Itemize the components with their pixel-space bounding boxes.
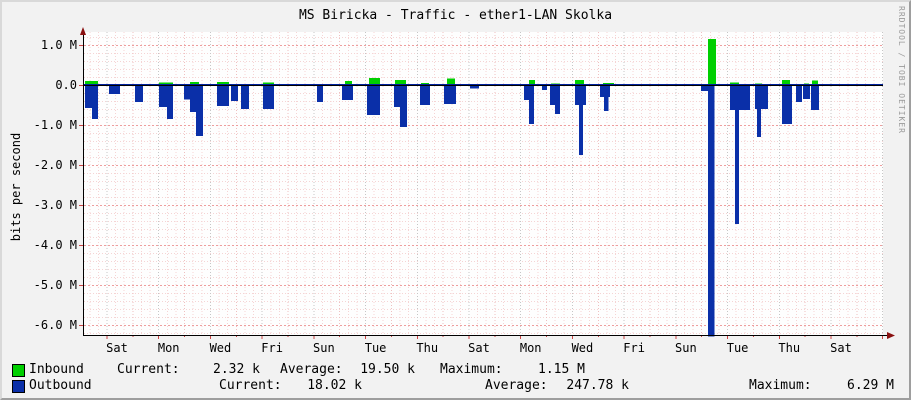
svg-text:Thu: Thu	[778, 341, 800, 355]
legend-row-inbound: Inbound Current: 2.32 k Average: 19.50 k…	[2, 363, 909, 378]
rrdtool-watermark: RRDTOOL / TOBI OETIKER	[897, 6, 906, 134]
svg-text:0.0: 0.0	[55, 78, 77, 92]
svg-text:Wed: Wed	[572, 341, 594, 355]
legend-outbound-current-value: 18.02 k	[307, 378, 362, 393]
svg-text:Sat: Sat	[830, 341, 852, 355]
legend-outbound-maximum-label: Maximum:	[749, 378, 812, 393]
svg-text:Sat: Sat	[106, 341, 128, 355]
svg-text:1.0 M: 1.0 M	[41, 38, 77, 52]
legend-inbound-current-label: Current:	[117, 362, 180, 377]
legend-outbound-current-label: Current:	[219, 378, 282, 393]
svg-text:Tue: Tue	[727, 341, 749, 355]
legend-inbound-label: Inbound	[29, 362, 84, 377]
legend-outbound-average-value: 247.78 k	[566, 378, 629, 393]
svg-text:Thu: Thu	[416, 341, 438, 355]
svg-text:Mon: Mon	[158, 341, 180, 355]
y-axis-label: bits per second	[9, 132, 23, 242]
outbound-swatch	[12, 380, 25, 393]
legend-inbound-average-value: 19.50 k	[360, 362, 415, 377]
svg-text:Fri: Fri	[623, 341, 645, 355]
svg-text:-1.0 M: -1.0 M	[34, 118, 77, 132]
svg-text:Tue: Tue	[365, 341, 387, 355]
svg-text:-4.0 M: -4.0 M	[34, 238, 77, 252]
svg-text:-3.0 M: -3.0 M	[34, 198, 77, 212]
legend-row-outbound: Outbound Current: 18.02 k Average: 247.7…	[2, 379, 909, 394]
legend-outbound-label: Outbound	[29, 378, 92, 393]
legend-inbound-maximum-value: 1.15 M	[538, 362, 585, 377]
svg-text:-6.0 M: -6.0 M	[34, 318, 77, 332]
svg-text:Sun: Sun	[675, 341, 697, 355]
svg-text:-2.0 M: -2.0 M	[34, 158, 77, 172]
legend-outbound-average-label: Average:	[485, 378, 548, 393]
svg-text:Wed: Wed	[210, 341, 232, 355]
legend-inbound-maximum-label: Maximum:	[440, 362, 503, 377]
svg-text:-5.0 M: -5.0 M	[34, 278, 77, 292]
inbound-swatch	[12, 364, 25, 377]
svg-text:Fri: Fri	[261, 341, 283, 355]
legend-inbound-average-label: Average:	[280, 362, 343, 377]
svg-text:Mon: Mon	[520, 341, 542, 355]
svg-text:Sat: Sat	[468, 341, 490, 355]
graph-title: MS Biricka - Traffic - ether1-LAN Skolka	[298, 8, 613, 23]
svg-text:Sun: Sun	[313, 341, 335, 355]
legend-inbound-current-value: 2.32 k	[213, 362, 260, 377]
legend-outbound-maximum-value: 6.29 M	[847, 378, 894, 393]
